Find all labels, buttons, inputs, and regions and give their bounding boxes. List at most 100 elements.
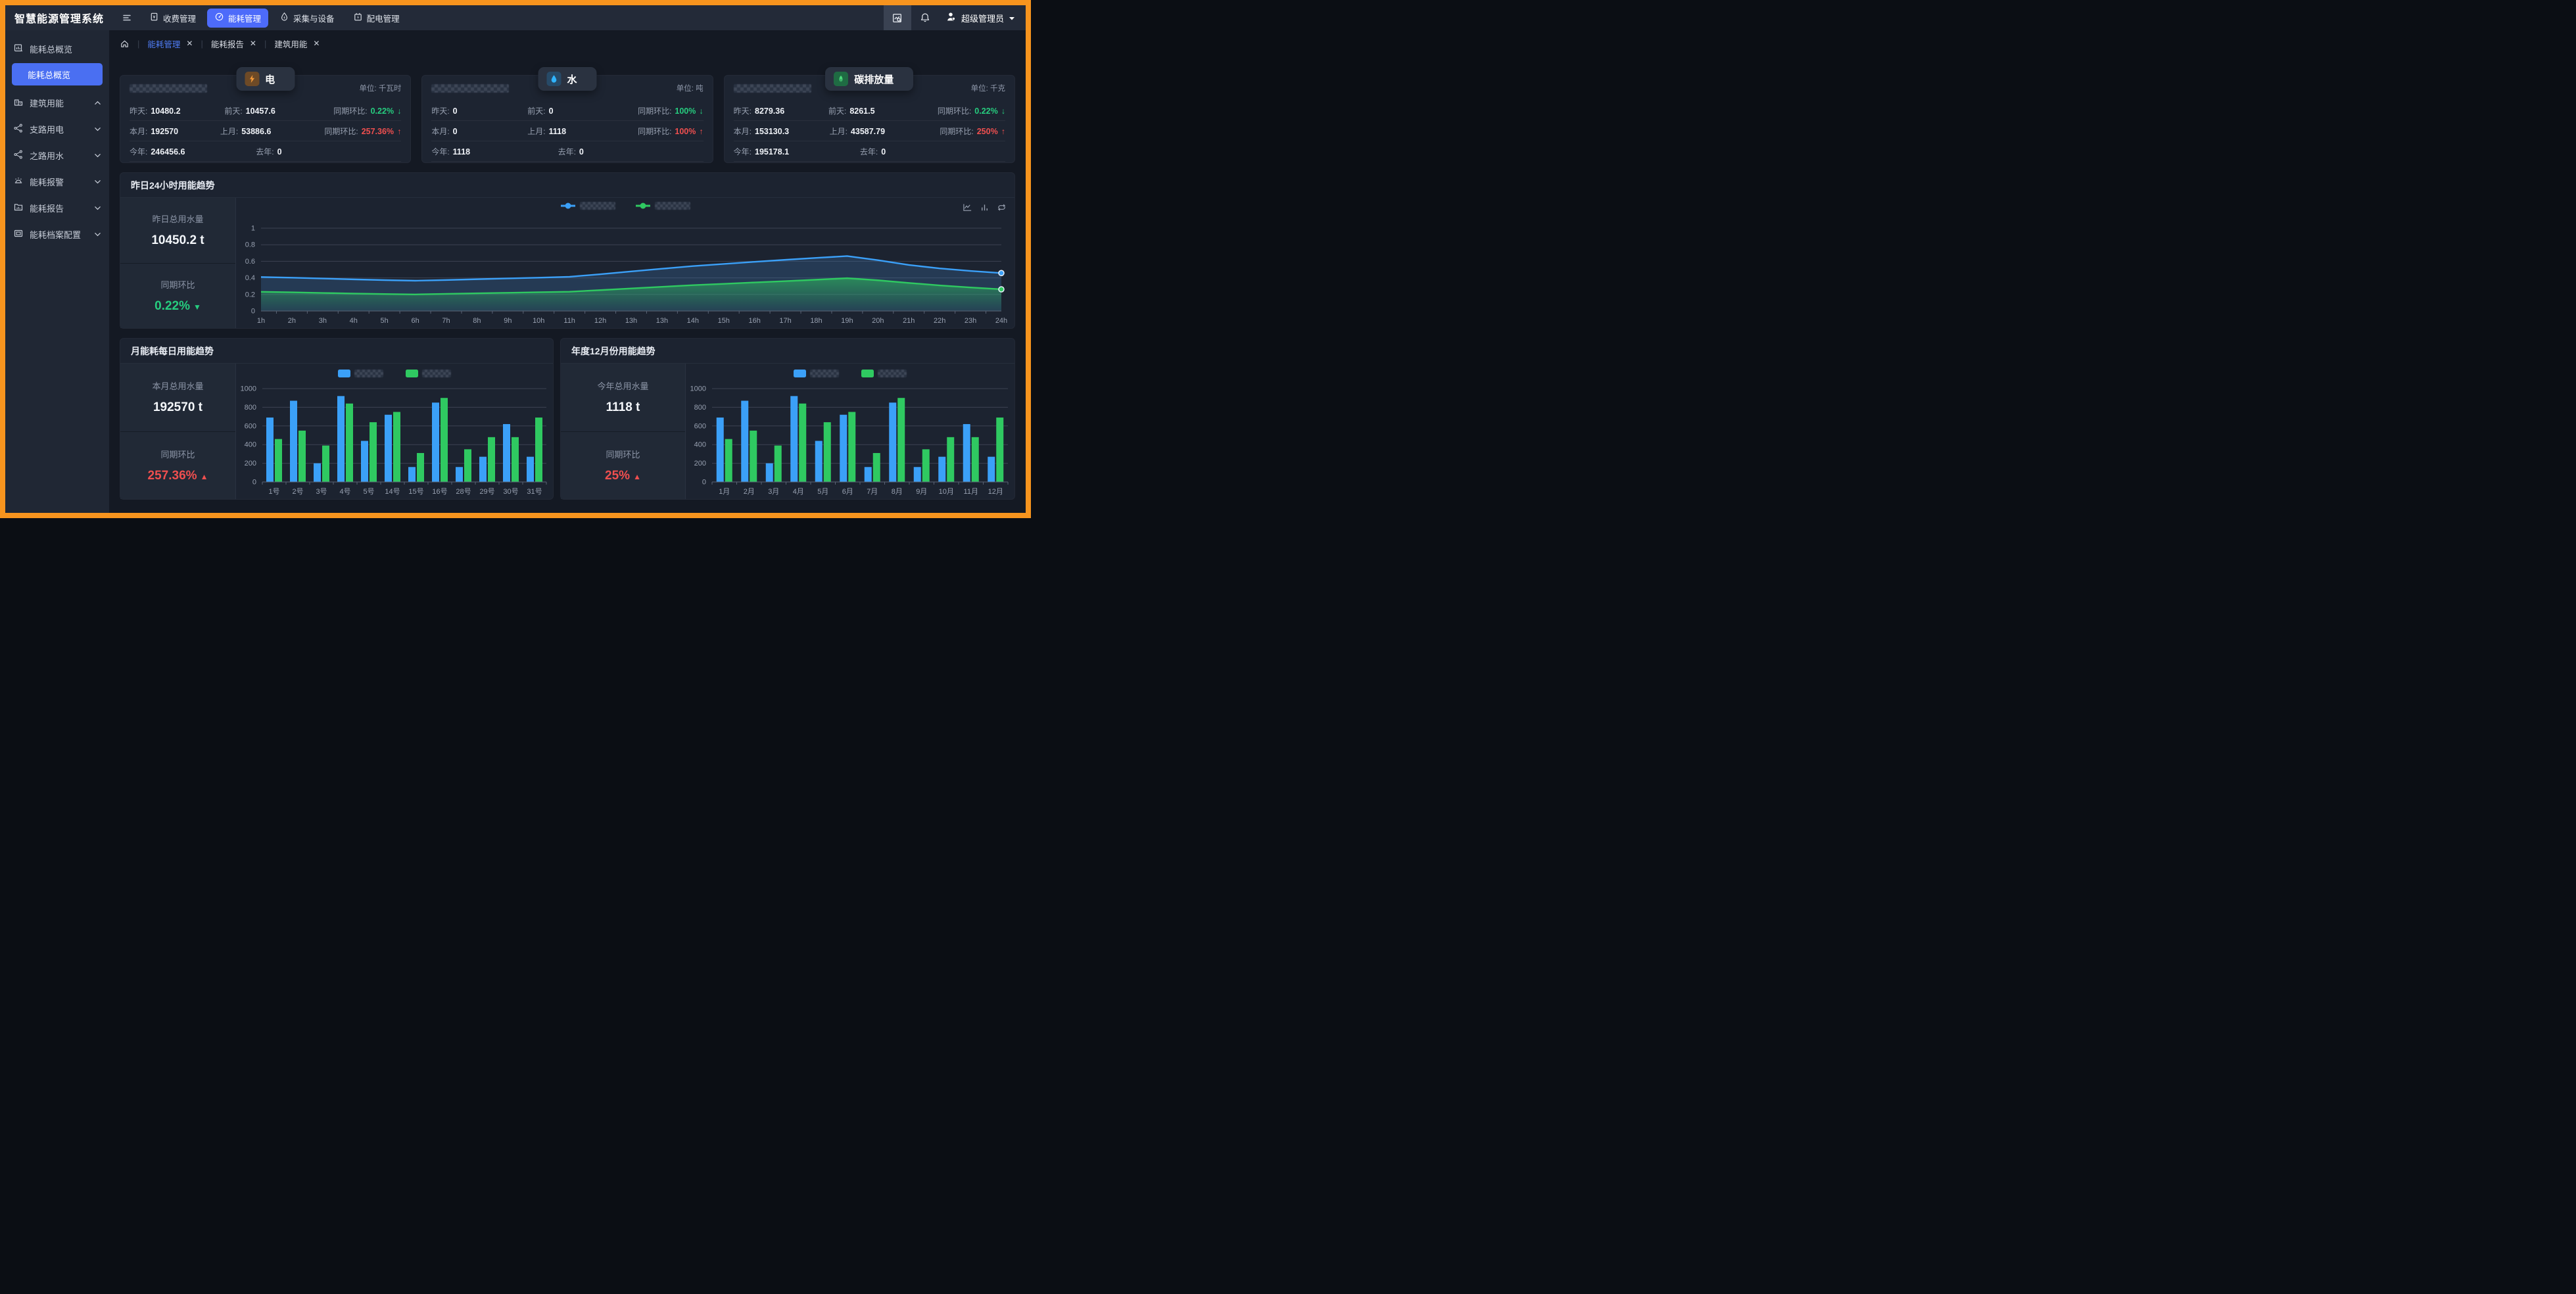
chart-legend	[236, 364, 553, 383]
tab-building-energy[interactable]: 建筑用能 ✕	[274, 37, 320, 50]
svg-text:0.4: 0.4	[245, 274, 255, 282]
svg-text:3h: 3h	[319, 317, 327, 325]
chart-legend	[236, 202, 1014, 210]
stat-row: 昨天: 10480.2 前天: 10457.6 同期环比: 0.22% ↓	[130, 101, 402, 121]
tab-energy-report[interactable]: 能耗报告 ✕	[211, 37, 256, 50]
gauge-icon	[214, 12, 224, 24]
svg-text:4h: 4h	[350, 317, 358, 325]
stat-card-carbon: 碳排放量 单位: 千克 昨天: 8279.36 前天: 8261.5 同期环比: 0.22…	[723, 67, 1015, 163]
series-end-marker	[998, 270, 1005, 277]
hourly-stat-column: 昨日总用水量 10450.2 t 同期环比 0.22% ▼	[120, 198, 236, 328]
close-icon[interactable]: ✕	[186, 39, 193, 48]
yearly-trend-panel: 年度12月份用能趋势 今年总用水量 1118 t 同期环比 25% ▲	[560, 338, 1015, 500]
redacted-legend-label	[580, 202, 615, 210]
sidebar-item-branch-water[interactable]: 之路用水	[5, 142, 109, 168]
stat-cell: 去年: 0	[859, 147, 886, 156]
triangle-down-icon: ▼	[193, 302, 201, 312]
tab-separator: |	[137, 38, 140, 49]
hourly-ratio-box: 同期环比 0.22% ▼	[120, 262, 235, 328]
nav-item-energy[interactable]: 能耗管理	[207, 8, 269, 28]
stat-cell: 同期环比: 250% ↑	[940, 126, 1005, 136]
close-icon[interactable]: ✕	[249, 39, 256, 48]
stat-card-water: 水 单位: 吨 昨天: 0 前天: 0 同期环比: 100% ↓ 本月: 0 上月: 1118 同期环…	[421, 67, 713, 163]
nav-item-collect-devices[interactable]: 采集与设备	[272, 9, 342, 28]
legend-item[interactable]	[794, 370, 839, 377]
redacted-legend-label	[878, 370, 907, 377]
sidebar-item-energy-report[interactable]: 能耗报告	[5, 195, 109, 221]
unit-label: 单位: 千瓦时	[359, 85, 402, 93]
svg-text:13h: 13h	[625, 317, 637, 325]
chart-search-icon[interactable]	[883, 5, 911, 30]
stat-cell: 同期环比: 0.22% ↓	[333, 106, 402, 116]
arrow-up-icon: ↑	[397, 126, 402, 136]
svg-text:1000: 1000	[241, 385, 256, 393]
unit-label: 单位: 吨	[676, 85, 704, 93]
monthly-chart-area: 0 200 400 600 800 1000 1号 2号 3号 4号 5号 14号 15号 16号 28号 2…	[236, 364, 553, 499]
monthly-trend-panel: 月能耗每日用能趋势 本月总用水量 192570 t 同期环比 257.36% ▲	[120, 338, 554, 500]
magictype-line-icon[interactable]	[963, 203, 972, 212]
svg-text:600: 600	[245, 422, 256, 430]
arrow-down-icon: ↓	[699, 106, 704, 116]
report-folder-icon	[13, 202, 24, 214]
svg-text:11h: 11h	[563, 317, 575, 325]
svg-text:18h: 18h	[810, 317, 822, 325]
alarm-icon	[13, 176, 24, 188]
unit-label: 单位: 千克	[970, 85, 1005, 93]
tab-energy-management[interactable]: 能耗管理 ✕	[147, 37, 193, 50]
stat-cell: 上月: 1118	[527, 126, 567, 136]
stat-label: 同期环比	[606, 449, 640, 460]
svg-text:1月: 1月	[719, 488, 730, 496]
user-name: 超级管理员	[961, 13, 1004, 24]
sidebar-item-branch-electricity[interactable]: 支路用电	[5, 116, 109, 142]
bell-icon[interactable]	[911, 5, 939, 30]
stat-rows: 昨天: 10480.2 前天: 10457.6 同期环比: 0.22% ↓ 本月: 192570…	[120, 101, 410, 162]
carbon-badge: 碳排放量	[825, 67, 914, 91]
tab-label: 建筑用能	[274, 39, 308, 49]
legend-item[interactable]	[406, 370, 451, 377]
sidebar-subitem-overview[interactable]: 能耗总概览	[12, 63, 103, 85]
sidebar-item-overview[interactable]: 能耗总概览	[5, 36, 109, 62]
stat-row: 本月: 153130.3 上月: 43587.79 同期环比: 250% ↑	[733, 121, 1005, 141]
monthly-stat-column: 本月总用水量 192570 t 同期环比 257.36% ▲	[120, 364, 236, 499]
svg-text:29号: 29号	[479, 487, 494, 496]
stat-row: 今年: 246456.6 去年: 0	[130, 141, 402, 162]
chart-legend	[686, 364, 1014, 383]
magictype-bar-icon[interactable]	[980, 203, 990, 212]
branch-icon	[13, 149, 24, 162]
redacted-card-title	[733, 84, 811, 93]
badge-label: 水	[567, 74, 577, 85]
legend-item[interactable]	[338, 370, 383, 377]
arrow-up-icon: ↑	[1001, 126, 1005, 136]
svg-text:4号: 4号	[339, 487, 350, 496]
legend-item[interactable]	[635, 202, 690, 210]
redacted-card-title	[130, 84, 207, 93]
svg-text:600: 600	[694, 422, 706, 430]
legend-item[interactable]	[861, 370, 907, 377]
svg-text:800: 800	[245, 404, 256, 412]
sidebar-item-energy-alarm[interactable]: 能耗报警	[5, 168, 109, 195]
sidebar-item-label: 支路用电	[30, 124, 64, 135]
chevron-down-icon	[94, 177, 101, 187]
sidebar-item-building-energy[interactable]: 建筑用能	[5, 89, 109, 116]
legend-item[interactable]	[560, 202, 615, 210]
home-icon[interactable]	[120, 39, 130, 49]
sidebar-item-energy-archive-config[interactable]: 能耗档案配置	[5, 221, 109, 247]
restore-icon[interactable]	[997, 203, 1007, 212]
stat-cell: 去年: 0	[558, 147, 584, 156]
nav-item-power-distribution[interactable]: 配电管理	[346, 9, 407, 28]
svg-text:3号: 3号	[316, 487, 327, 496]
stat-value: 192570 t	[153, 400, 203, 415]
menu-collapse-icon[interactable]	[118, 5, 135, 30]
user-menu[interactable]: 超级管理员	[939, 11, 1026, 24]
svg-text:1: 1	[251, 225, 255, 233]
stat-cell: 今年: 195178.1	[733, 147, 790, 156]
svg-text:4月: 4月	[793, 488, 804, 496]
chevron-down-icon	[94, 229, 101, 239]
water-badge: 水	[538, 67, 597, 91]
svg-text:9月: 9月	[916, 488, 927, 496]
nav-item-billing[interactable]: ¥ 收费管理	[142, 9, 203, 28]
close-icon[interactable]: ✕	[313, 39, 320, 48]
svg-text:1000: 1000	[690, 385, 706, 393]
monthly-total-box: 本月总用水量 192570 t	[120, 364, 235, 431]
triangle-up-icon: ▲	[633, 471, 641, 481]
